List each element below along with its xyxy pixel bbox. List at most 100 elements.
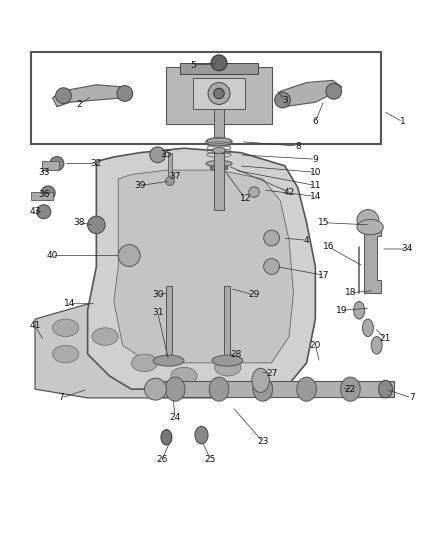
Bar [168,152,172,181]
Text: 14: 14 [64,299,76,308]
Circle shape [56,88,71,103]
Text: 40: 40 [47,251,58,260]
Circle shape [166,177,174,185]
Ellipse shape [253,377,272,401]
Ellipse shape [341,377,360,401]
Polygon shape [53,85,131,107]
Ellipse shape [357,220,383,235]
Text: 26: 26 [156,455,168,464]
Circle shape [357,209,379,231]
Circle shape [118,245,140,266]
Circle shape [275,92,290,108]
Circle shape [41,186,55,200]
Ellipse shape [297,377,316,401]
Ellipse shape [166,377,185,401]
Bar [31,52,381,144]
Text: 36: 36 [38,190,49,199]
Bar [193,78,245,109]
Bar [166,286,172,361]
Bar [214,109,224,142]
Ellipse shape [362,319,373,336]
Text: 19: 19 [336,306,347,315]
Bar [42,161,59,170]
Text: 1: 1 [400,117,406,126]
Text: 31: 31 [152,308,163,317]
Circle shape [50,157,64,171]
Bar [31,192,53,200]
Text: 4: 4 [304,236,309,245]
Text: 35: 35 [161,150,172,159]
Text: 37: 37 [170,172,181,181]
Ellipse shape [206,160,232,167]
Ellipse shape [206,138,232,146]
Text: 22: 22 [345,385,356,394]
Circle shape [88,216,105,233]
Text: 7: 7 [409,393,415,402]
Text: 21: 21 [380,334,391,343]
Text: 29: 29 [248,290,260,300]
Text: 8: 8 [295,142,301,150]
Text: 15: 15 [318,218,330,227]
Ellipse shape [53,319,79,336]
Text: 3: 3 [282,95,288,104]
Text: 12: 12 [240,194,251,203]
Circle shape [117,86,133,101]
Bar [153,381,394,397]
Text: 39: 39 [134,181,146,190]
Polygon shape [88,148,315,389]
Ellipse shape [153,355,184,366]
Text: 2: 2 [76,100,81,109]
Text: 33: 33 [38,168,49,177]
Ellipse shape [195,426,208,444]
Circle shape [214,88,224,99]
Text: 28: 28 [231,350,242,359]
Text: 16: 16 [323,243,334,251]
Text: 43: 43 [29,207,41,216]
Text: 10: 10 [310,168,321,177]
Text: 42: 42 [283,188,295,197]
Circle shape [211,55,227,71]
Ellipse shape [209,377,229,401]
Ellipse shape [215,359,241,376]
Text: 38: 38 [73,218,85,227]
Ellipse shape [353,302,364,319]
Text: 17: 17 [318,271,330,280]
Text: 23: 23 [257,437,268,446]
Circle shape [150,147,166,163]
Ellipse shape [53,345,79,363]
Polygon shape [166,67,272,124]
Ellipse shape [252,368,269,392]
Ellipse shape [210,165,228,171]
Ellipse shape [147,381,160,398]
Text: 7: 7 [58,393,64,402]
Ellipse shape [131,354,158,372]
Text: 27: 27 [266,369,277,378]
Text: 32: 32 [91,159,102,168]
Text: 24: 24 [170,413,181,422]
Circle shape [264,259,279,274]
Ellipse shape [213,147,225,154]
Ellipse shape [92,328,118,345]
Polygon shape [364,223,381,293]
Bar [180,63,258,74]
Ellipse shape [161,430,172,445]
Ellipse shape [371,336,382,354]
Text: 5: 5 [190,61,196,69]
Ellipse shape [171,367,197,385]
Circle shape [264,230,279,246]
Bar [224,286,230,361]
Polygon shape [114,170,293,363]
Text: 9: 9 [312,155,318,164]
Text: 30: 30 [152,290,163,300]
Bar [214,152,224,209]
Circle shape [208,83,230,104]
Circle shape [37,205,51,219]
Text: 6: 6 [312,117,318,126]
Text: 18: 18 [345,288,356,297]
Text: 41: 41 [29,321,41,330]
Ellipse shape [212,355,243,366]
Text: 14: 14 [310,192,321,201]
Polygon shape [35,288,263,398]
Text: 11: 11 [310,181,321,190]
Text: 25: 25 [205,455,216,464]
